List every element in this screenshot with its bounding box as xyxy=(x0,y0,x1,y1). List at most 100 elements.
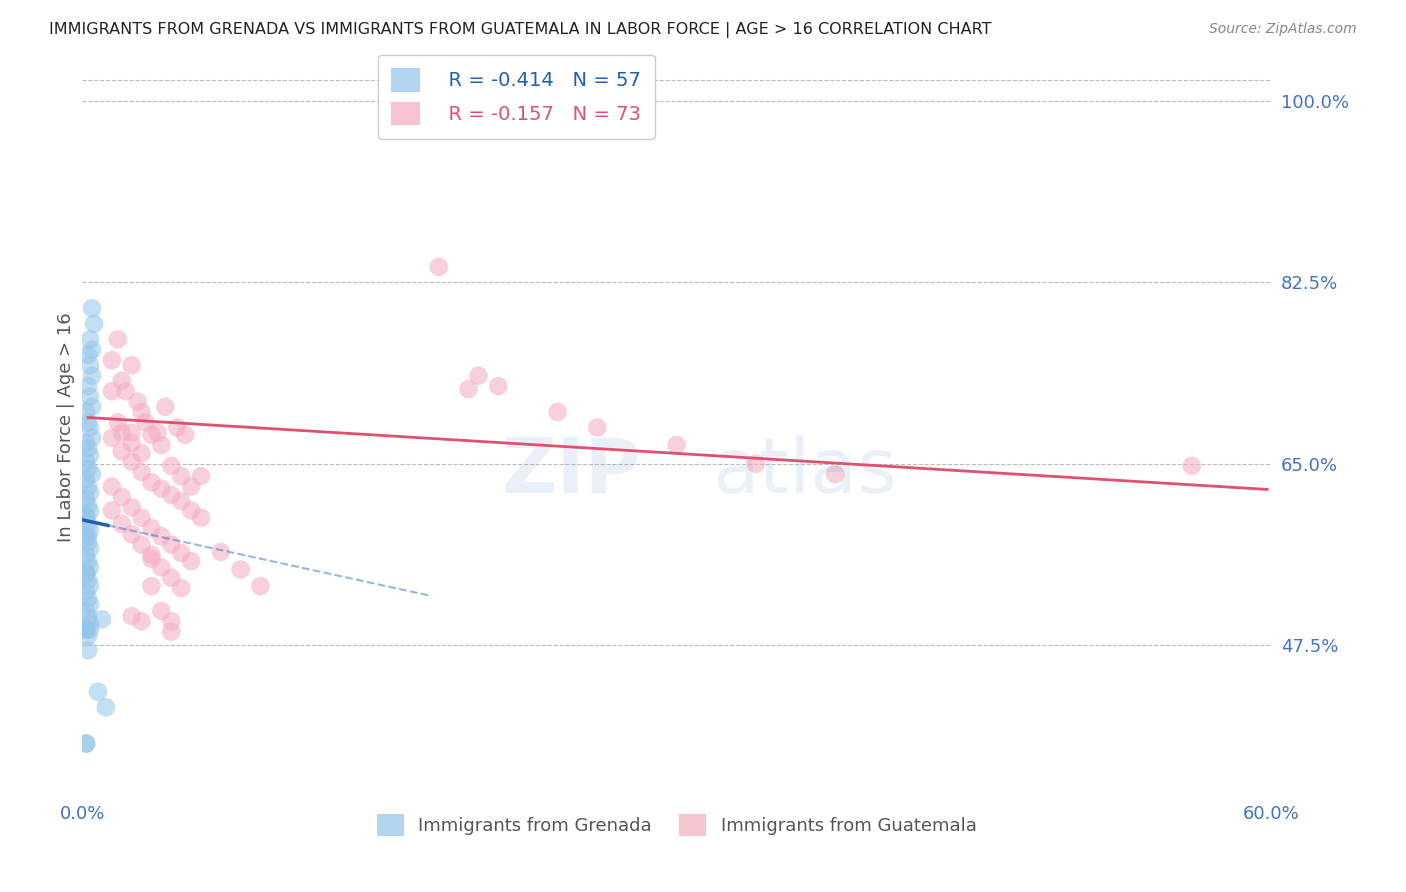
Point xyxy=(77,535,100,549)
Point xyxy=(160,624,183,639)
Point xyxy=(75,585,97,599)
Point xyxy=(79,389,101,403)
Point xyxy=(141,475,163,490)
Point xyxy=(111,444,134,458)
Point xyxy=(75,623,97,637)
Point xyxy=(79,541,101,556)
Point xyxy=(114,384,136,399)
Point xyxy=(80,343,103,357)
Point xyxy=(77,462,100,476)
Point xyxy=(121,455,143,469)
Point xyxy=(155,400,177,414)
Point xyxy=(249,579,271,593)
Point xyxy=(80,431,103,445)
Point xyxy=(131,510,153,524)
Point xyxy=(75,510,97,524)
Point xyxy=(427,260,450,274)
Point xyxy=(77,591,100,606)
Point xyxy=(146,425,169,440)
Point xyxy=(111,490,134,504)
Point xyxy=(141,427,163,442)
Point xyxy=(80,301,103,316)
Point xyxy=(160,615,183,629)
Point xyxy=(121,500,143,515)
Text: Source: ZipAtlas.com: Source: ZipAtlas.com xyxy=(1209,22,1357,37)
Point xyxy=(457,382,479,396)
Point xyxy=(77,554,100,568)
Point xyxy=(121,436,143,450)
Point xyxy=(170,581,193,595)
Point xyxy=(75,737,97,751)
Point xyxy=(77,498,100,512)
Point xyxy=(101,431,124,445)
Point xyxy=(77,643,100,657)
Point xyxy=(80,368,103,383)
Point xyxy=(467,368,489,383)
Point xyxy=(121,359,143,373)
Point xyxy=(75,455,97,469)
Point xyxy=(75,566,97,580)
Point xyxy=(111,516,134,531)
Point xyxy=(166,420,188,434)
Point xyxy=(150,438,173,452)
Point xyxy=(141,548,163,562)
Point xyxy=(111,425,134,440)
Point xyxy=(75,472,97,486)
Point xyxy=(190,469,212,483)
Point xyxy=(135,415,157,429)
Point xyxy=(77,441,100,455)
Point xyxy=(141,579,163,593)
Point xyxy=(91,612,114,626)
Point xyxy=(79,579,101,593)
Point xyxy=(87,685,110,699)
Point xyxy=(79,560,101,574)
Point xyxy=(77,479,100,493)
Point xyxy=(101,503,124,517)
Point xyxy=(121,425,143,440)
Legend: Immigrants from Grenada, Immigrants from Guatemala: Immigrants from Grenada, Immigrants from… xyxy=(368,805,986,846)
Point xyxy=(586,420,609,434)
Point xyxy=(160,458,183,473)
Point xyxy=(127,394,149,409)
Point xyxy=(141,521,163,535)
Point xyxy=(121,609,143,624)
Point xyxy=(107,333,129,347)
Point xyxy=(83,317,105,331)
Point xyxy=(79,616,101,631)
Y-axis label: In Labor Force | Age > 16: In Labor Force | Age > 16 xyxy=(58,313,75,542)
Point xyxy=(141,552,163,566)
Point xyxy=(665,438,688,452)
Point xyxy=(150,560,173,574)
Point xyxy=(77,379,100,393)
Text: IMMIGRANTS FROM GRENADA VS IMMIGRANTS FROM GUATEMALA IN LABOR FORCE | AGE > 16 C: IMMIGRANTS FROM GRENADA VS IMMIGRANTS FR… xyxy=(49,22,991,38)
Point xyxy=(209,545,232,559)
Point xyxy=(77,573,100,587)
Point xyxy=(75,529,97,543)
Point xyxy=(79,449,101,463)
Point xyxy=(75,737,97,751)
Point xyxy=(170,546,193,560)
Point xyxy=(77,529,100,543)
Point xyxy=(101,384,124,399)
Point xyxy=(160,488,183,502)
Point xyxy=(75,604,97,618)
Point xyxy=(180,503,202,517)
Point xyxy=(131,446,153,460)
Point xyxy=(75,436,97,450)
Point xyxy=(79,420,101,434)
Point xyxy=(79,333,101,347)
Point xyxy=(131,615,153,629)
Point xyxy=(180,479,202,493)
Point xyxy=(111,374,134,388)
Point xyxy=(745,457,768,471)
Point xyxy=(1181,458,1204,473)
Point xyxy=(75,405,97,419)
Point xyxy=(77,415,100,429)
Point xyxy=(75,491,97,506)
Point xyxy=(80,400,103,414)
Point xyxy=(190,510,212,524)
Point xyxy=(170,494,193,508)
Point xyxy=(77,516,100,531)
Point xyxy=(75,566,97,581)
Point xyxy=(80,467,103,482)
